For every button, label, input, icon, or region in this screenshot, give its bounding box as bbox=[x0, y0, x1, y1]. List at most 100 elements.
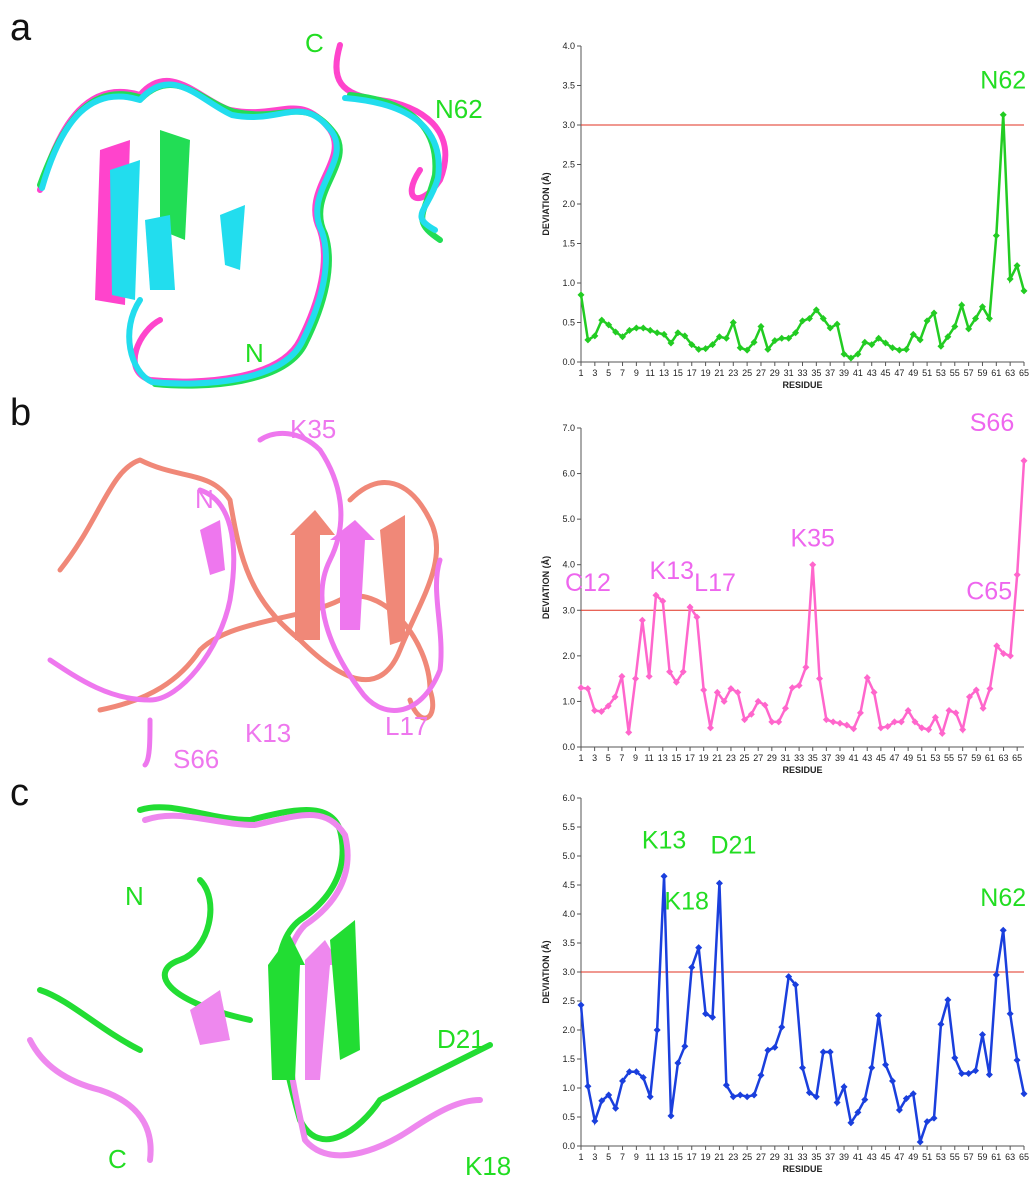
data-point bbox=[895, 1106, 903, 1114]
data-point bbox=[778, 1023, 786, 1031]
x-tick-label: 43 bbox=[862, 753, 872, 763]
data-point bbox=[819, 315, 827, 323]
data-point bbox=[882, 339, 890, 347]
x-tick-label: 33 bbox=[794, 753, 804, 763]
x-tick-label: 63 bbox=[999, 753, 1009, 763]
data-point bbox=[930, 1114, 938, 1122]
x-tick-label: 19 bbox=[699, 753, 709, 763]
annotation: C12 bbox=[565, 569, 611, 597]
data-point bbox=[937, 342, 945, 350]
x-tick-label: 11 bbox=[644, 753, 653, 763]
data-point bbox=[856, 709, 864, 717]
x-tick-label: 21 bbox=[714, 368, 724, 378]
data-point bbox=[911, 718, 919, 726]
y-tick-label: 4.0 bbox=[562, 560, 575, 570]
data-point bbox=[902, 345, 910, 353]
data-point bbox=[757, 322, 765, 330]
data-point bbox=[584, 685, 592, 693]
data-point bbox=[695, 944, 703, 952]
y-tick-label: 3.0 bbox=[562, 605, 575, 615]
x-tick-label: 57 bbox=[964, 1152, 974, 1162]
y-tick-label: 7.0 bbox=[562, 423, 575, 433]
data-point bbox=[693, 613, 701, 621]
data-point bbox=[854, 350, 862, 358]
data-point bbox=[1013, 1056, 1021, 1064]
data-point bbox=[781, 704, 789, 712]
structure-c: N D21 C K18 bbox=[27, 804, 511, 1181]
data-point bbox=[923, 1118, 931, 1126]
x-tick-label: 39 bbox=[839, 1152, 849, 1162]
x-tick-label: 43 bbox=[867, 1152, 877, 1162]
data-point bbox=[743, 346, 751, 354]
data-point bbox=[785, 973, 793, 981]
x-tick-label: 13 bbox=[659, 368, 669, 378]
data-point bbox=[868, 341, 876, 349]
data-point bbox=[584, 336, 592, 344]
data-point bbox=[667, 339, 675, 347]
data-point bbox=[888, 1077, 896, 1085]
data-point bbox=[829, 718, 837, 726]
data-point bbox=[840, 350, 848, 358]
y-tick-label: 6.0 bbox=[562, 469, 575, 479]
y-tick-label: 0.0 bbox=[562, 1141, 575, 1151]
x-tick-label: 11 bbox=[646, 368, 655, 378]
data-point bbox=[978, 303, 986, 311]
x-tick-label: 53 bbox=[936, 368, 946, 378]
data-point bbox=[986, 685, 994, 693]
x-tick-label: 63 bbox=[1005, 368, 1015, 378]
x-tick-label: 63 bbox=[1005, 1152, 1015, 1162]
data-point bbox=[736, 1091, 744, 1099]
data-point bbox=[972, 315, 980, 323]
data-point bbox=[965, 1070, 973, 1077]
y-tick-label: 4.0 bbox=[562, 909, 575, 919]
x-axis-title: RESIDUE bbox=[782, 380, 822, 390]
data-point bbox=[951, 322, 959, 330]
data-point bbox=[945, 707, 953, 715]
data-point bbox=[840, 1083, 848, 1091]
x-tick-label: 51 bbox=[917, 753, 927, 763]
x-tick-label: 33 bbox=[797, 368, 807, 378]
annotation: L17 bbox=[694, 569, 736, 597]
x-tick-label: 27 bbox=[753, 753, 763, 763]
data-point bbox=[686, 603, 694, 611]
x-tick-label: 53 bbox=[936, 1152, 946, 1162]
y-tick-label: 2.0 bbox=[562, 1025, 575, 1035]
x-tick-label: 31 bbox=[784, 368, 794, 378]
x-tick-label: 7 bbox=[620, 1152, 625, 1162]
x-tick-label: 5 bbox=[606, 368, 611, 378]
data-point bbox=[666, 668, 674, 676]
data-point bbox=[822, 716, 830, 724]
data-point bbox=[904, 707, 912, 715]
x-tick-label: 55 bbox=[944, 753, 954, 763]
x-tick-label: 27 bbox=[756, 1152, 766, 1162]
y-tick-label: 3.0 bbox=[562, 967, 575, 977]
x-tick-label: 31 bbox=[784, 1152, 794, 1162]
data-point bbox=[809, 561, 817, 569]
data-point bbox=[902, 1094, 910, 1102]
x-tick-label: 49 bbox=[908, 368, 918, 378]
data-point bbox=[775, 718, 783, 726]
x-tick-label: 41 bbox=[853, 1152, 863, 1162]
x-tick-label: 51 bbox=[922, 1152, 932, 1162]
x-tick-label: 3 bbox=[592, 753, 597, 763]
data-point bbox=[618, 672, 626, 680]
structure-label: K35 bbox=[290, 414, 336, 444]
data-point bbox=[727, 685, 735, 693]
line-chart: 0.00.51.01.52.02.53.03.54.01 3 5 7 9 11 13 15 17… bbox=[541, 41, 1029, 390]
structure-label: N bbox=[125, 881, 144, 911]
data-point bbox=[925, 726, 933, 734]
x-tick-label: 45 bbox=[881, 1152, 891, 1162]
data-point bbox=[709, 1013, 717, 1021]
structure-label: N bbox=[245, 338, 264, 368]
structure-label: N62 bbox=[435, 94, 483, 124]
data-point bbox=[891, 718, 899, 726]
x-tick-label: 23 bbox=[728, 1152, 738, 1162]
panel-letter: c bbox=[10, 772, 29, 814]
data-point bbox=[598, 1097, 606, 1105]
panel-letter: b bbox=[10, 392, 31, 434]
data-point bbox=[625, 1068, 633, 1076]
y-tick-label: 0.5 bbox=[562, 318, 575, 328]
x-tick-label: 45 bbox=[876, 753, 886, 763]
x-tick-label: 47 bbox=[889, 753, 899, 763]
data-point bbox=[812, 1093, 820, 1101]
